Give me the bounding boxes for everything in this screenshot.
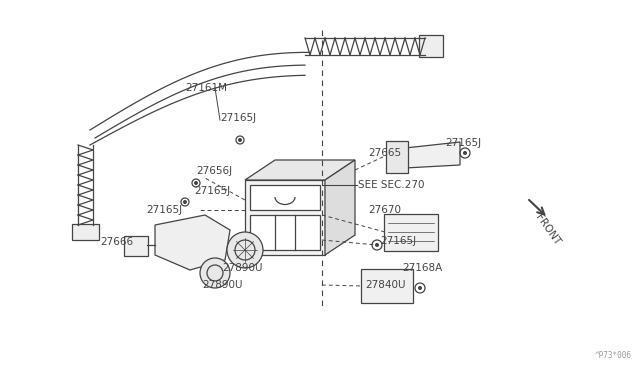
Polygon shape xyxy=(325,160,355,255)
Polygon shape xyxy=(245,180,325,255)
Circle shape xyxy=(238,138,242,142)
Text: 27665: 27665 xyxy=(368,148,401,158)
Circle shape xyxy=(194,181,198,185)
Polygon shape xyxy=(245,160,355,180)
Text: 27656J: 27656J xyxy=(196,166,232,176)
Text: ^P73*006: ^P73*006 xyxy=(595,351,632,360)
Polygon shape xyxy=(405,142,460,168)
Text: 27666: 27666 xyxy=(100,237,133,247)
Circle shape xyxy=(375,243,379,247)
Text: 27165J: 27165J xyxy=(146,205,182,215)
FancyBboxPatch shape xyxy=(384,214,438,251)
Text: 27165J: 27165J xyxy=(220,113,256,123)
Text: SEE SEC.270: SEE SEC.270 xyxy=(358,180,424,190)
Polygon shape xyxy=(250,185,320,210)
FancyBboxPatch shape xyxy=(386,141,408,173)
Text: 27890U: 27890U xyxy=(222,263,262,273)
Circle shape xyxy=(463,151,467,155)
Text: 27168A: 27168A xyxy=(402,263,442,273)
Text: FRONT: FRONT xyxy=(533,213,561,247)
FancyBboxPatch shape xyxy=(72,224,99,240)
Text: 27165J: 27165J xyxy=(380,236,416,246)
Polygon shape xyxy=(155,215,230,270)
Circle shape xyxy=(227,232,263,268)
Text: 27165J: 27165J xyxy=(194,186,230,196)
Text: 27670: 27670 xyxy=(368,205,401,215)
FancyBboxPatch shape xyxy=(419,35,443,57)
Polygon shape xyxy=(250,215,320,250)
Circle shape xyxy=(200,258,230,288)
Text: 27165J: 27165J xyxy=(445,138,481,148)
FancyBboxPatch shape xyxy=(361,269,413,303)
FancyBboxPatch shape xyxy=(124,236,148,256)
Circle shape xyxy=(183,200,187,204)
Circle shape xyxy=(418,286,422,290)
Text: 27840U: 27840U xyxy=(365,280,406,290)
Text: 27890U: 27890U xyxy=(202,280,243,290)
Text: 27161M: 27161M xyxy=(185,83,227,93)
